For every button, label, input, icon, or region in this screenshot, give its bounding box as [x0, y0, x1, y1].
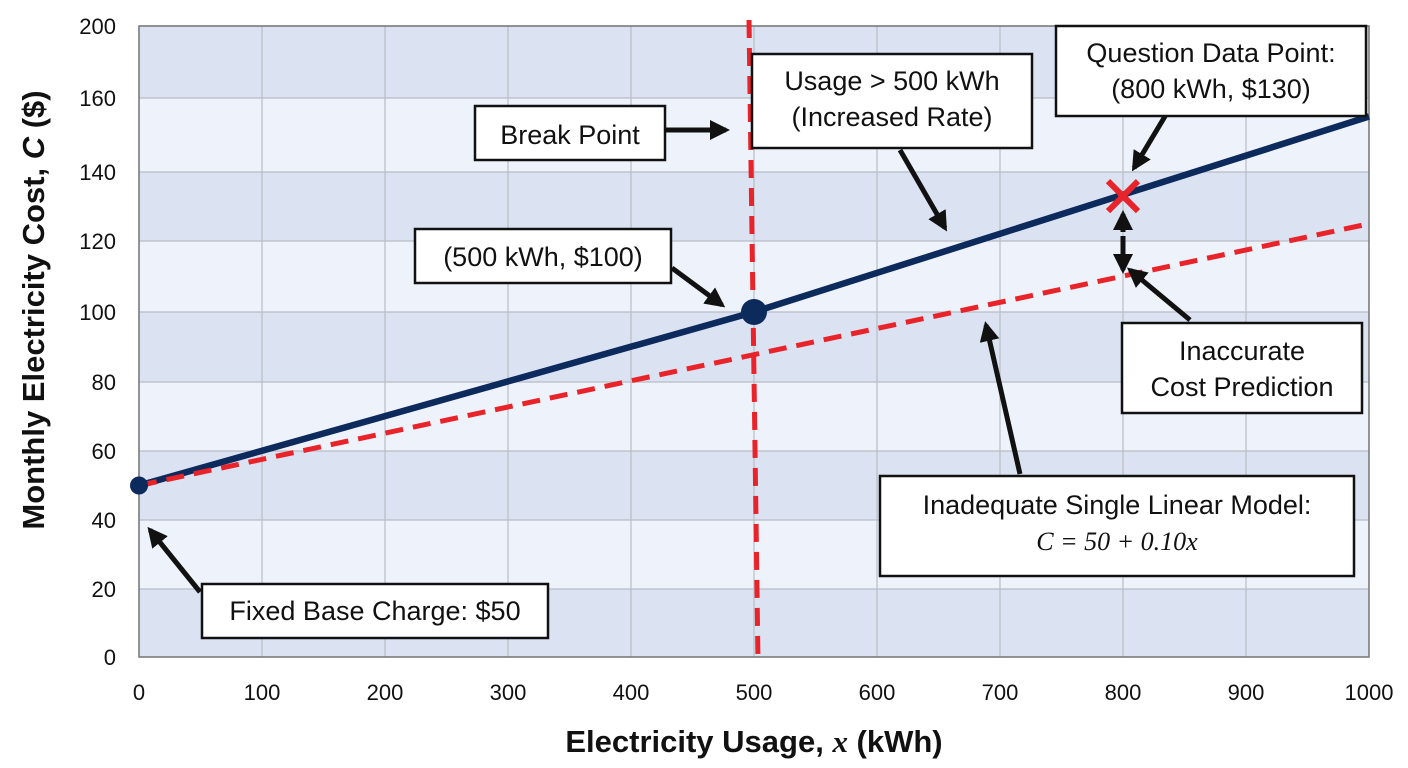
annotation-text: Inadequate Single Linear Model: [923, 490, 1312, 520]
annotation-inacc: Inaccurate Cost Prediction [1113, 210, 1364, 415]
y-tick-label: 0 [104, 645, 116, 670]
annotation-text: Break Point [500, 120, 640, 150]
annotation-arrow [670, 265, 726, 308]
x-tick-label: 300 [490, 680, 527, 705]
x-tick-label: 900 [1228, 680, 1265, 705]
annotation-base: Fixed Base Charge: $50 [147, 526, 550, 640]
plot-frame [138, 25, 1370, 658]
y-tick-label: 120 [79, 229, 116, 254]
y-tick-label: 140 [79, 160, 116, 185]
data-point-marker [741, 299, 767, 325]
y-tick-label: 20 [92, 577, 116, 602]
annotation-break: Break Point [473, 104, 730, 162]
question-point-x-marker [1105, 179, 1141, 214]
annotation-box [200, 582, 550, 640]
y-tick-label: 80 [92, 370, 116, 395]
annotation-usage: Usage > 500 kWh (Increased Rate) [750, 52, 1034, 232]
annotation-box [750, 52, 1034, 150]
x-tick-label: 400 [613, 680, 650, 705]
x-tick-label: 100 [244, 680, 281, 705]
annotation-text: Cost Prediction [1150, 372, 1333, 402]
x-marker-stroke [1105, 179, 1141, 214]
y-tick-label: 60 [92, 439, 116, 464]
break-point-vertical-line [746, 19, 761, 663]
annotation-text: (800 kWh, $130) [1111, 74, 1311, 104]
x-tick-label: 600 [859, 680, 896, 705]
annotation-box [1054, 24, 1368, 118]
annotation-box [473, 104, 667, 162]
x-tick-label: 0 [133, 680, 145, 705]
y-axis-title: Monthly Electricity Cost, C ($) [16, 90, 51, 529]
annotation-text: Fixed Base Charge: $50 [229, 596, 520, 626]
annotation-box [878, 474, 1356, 578]
annotation-box [413, 227, 673, 285]
annotation-text: Question Data Point: [1086, 38, 1335, 68]
annotation-pt500: (500 kWh, $100) [413, 227, 726, 308]
annotation-question: Question Data Point: (800 kWh, $130) [1054, 24, 1368, 172]
y-tick-label: 160 [79, 86, 116, 111]
annotation-arrow [1131, 106, 1173, 172]
y-tick-label: 40 [92, 508, 116, 533]
x-tick-label: 800 [1105, 680, 1142, 705]
annotation-text: Usage > 500 kWh [784, 66, 999, 96]
annotation-text: (500 kWh, $100) [443, 242, 643, 272]
x-axis-title: Electricity Usage, x (kWh) [565, 724, 942, 759]
annotation-arrow [1126, 267, 1192, 322]
series-line-single-linear-model [138, 221, 1370, 488]
y-tick-label: 200 [79, 14, 116, 39]
annotation-text: Inaccurate [1179, 336, 1305, 366]
annotation-model: Inadequate Single Linear Model: C = 50 + … [878, 321, 1356, 578]
annotation-formula: C = 50 + 0.10x [1036, 527, 1198, 556]
annotation-arrow [897, 148, 948, 232]
annotation-arrow [979, 321, 1023, 475]
annotation-box [1120, 321, 1364, 415]
data-point-marker [130, 476, 148, 495]
y-tick-label: 100 [79, 300, 116, 325]
x-tick-label: 700 [982, 680, 1019, 705]
annotation-text: (Increased Rate) [791, 102, 992, 132]
x-tick-label: 1000 [1345, 680, 1394, 705]
x-tick-label: 200 [367, 680, 404, 705]
x-tick-label: 500 [736, 680, 773, 705]
annotation-arrow [147, 526, 202, 594]
